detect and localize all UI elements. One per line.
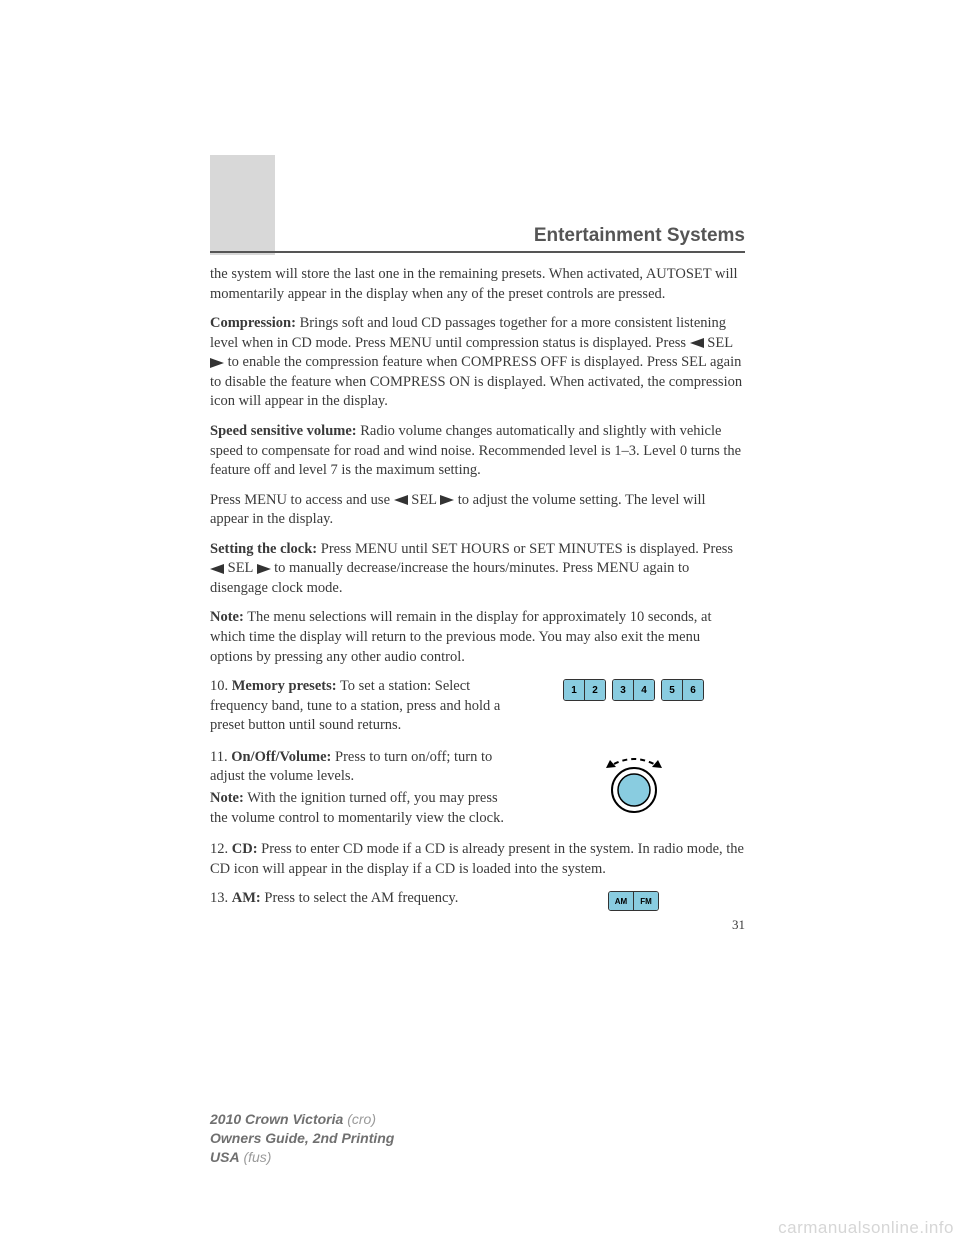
- item12-body: Press to enter CD mode if a CD is alread…: [210, 841, 744, 877]
- item13-num: 13.: [210, 890, 232, 906]
- footer-region-code: (fus): [240, 1149, 272, 1165]
- ssv-para: Speed sensitive volume: Radio volume cha…: [210, 422, 745, 481]
- am-button: AM: [609, 892, 633, 910]
- item13-body: Press to select the AM frequency.: [261, 890, 459, 906]
- item10-text: 10. Memory presets: To set a station: Se…: [210, 677, 510, 738]
- preset-4: 4: [633, 680, 654, 700]
- item13-label: AM:: [232, 890, 261, 906]
- volume-knob-graphic: [522, 748, 745, 830]
- body-text: the system will store the last one in th…: [210, 265, 745, 933]
- clock-sel: SEL: [224, 560, 257, 576]
- ssv-text2a: Press MENU to access and use: [210, 492, 394, 508]
- item12-para: 12. CD: Press to enter CD mode if a CD i…: [210, 840, 745, 879]
- preset-row: 1 2 3 4 5 6: [563, 679, 704, 701]
- item11-num: 11.: [210, 749, 231, 765]
- item13-text: 13. AM: Press to select the AM frequency…: [210, 889, 510, 911]
- preset-2: 2: [584, 680, 605, 700]
- clock-text-b: to manually decrease/increase the hours/…: [210, 560, 689, 596]
- item12-label: CD:: [232, 841, 258, 857]
- preset-1: 1: [564, 680, 584, 700]
- left-arrow-icon: [210, 564, 224, 574]
- right-arrow-icon: [257, 564, 271, 574]
- section-header: Entertainment Systems: [210, 225, 745, 247]
- watermark: carmanualsonline.info: [778, 1218, 954, 1238]
- amfm-group: AM FM: [608, 891, 659, 911]
- left-arrow-icon: [394, 495, 408, 505]
- intro-para: the system will store the last one in th…: [210, 265, 745, 304]
- item10-label: Memory presets:: [232, 678, 337, 694]
- clock-para: Setting the clock: Press MENU until SET …: [210, 540, 745, 599]
- preset-group-2: 3 4: [612, 679, 655, 701]
- preset-group-3: 5 6: [661, 679, 704, 701]
- page-content: Entertainment Systems the system will st…: [210, 155, 745, 933]
- right-arrow-icon: [440, 495, 454, 505]
- preset-group-1: 1 2: [563, 679, 606, 701]
- item13-row: 13. AM: Press to select the AM frequency…: [210, 889, 745, 911]
- volume-knob-icon: [594, 750, 674, 815]
- preset-6: 6: [682, 680, 703, 700]
- left-arrow-icon: [690, 338, 704, 348]
- item11-text: 11. On/Off/Volume: Press to turn on/off;…: [210, 748, 510, 830]
- item12-num: 12.: [210, 841, 232, 857]
- item11-label: On/Off/Volume:: [231, 749, 331, 765]
- note-label: Note:: [210, 609, 244, 625]
- compression-label: Compression:: [210, 315, 296, 331]
- header-rule: [210, 251, 745, 253]
- ssv-sel: SEL: [408, 492, 441, 508]
- fm-button: FM: [633, 892, 658, 910]
- item11-note-label: Note:: [210, 790, 244, 806]
- note-menu-para: Note: The menu selections will remain in…: [210, 608, 745, 667]
- footer-guide: Owners Guide, 2nd Printing: [210, 1130, 394, 1146]
- right-arrow-icon: [210, 358, 224, 368]
- item11-row: 11. On/Off/Volume: Press to turn on/off;…: [210, 748, 745, 830]
- page-number: 31: [210, 917, 745, 933]
- note-text: The menu selections will remain in the d…: [210, 609, 711, 664]
- footer-model-code: (cro): [343, 1111, 376, 1127]
- clock-label: Setting the clock:: [210, 541, 317, 557]
- ssv-para2: Press MENU to access and use SEL to adju…: [210, 491, 745, 530]
- preset-5: 5: [662, 680, 682, 700]
- amfm-graphic: AM FM: [522, 889, 745, 911]
- footer-model: 2010 Crown Victoria: [210, 1111, 343, 1127]
- compression-sel: SEL: [704, 335, 733, 351]
- item10-num: 10.: [210, 678, 232, 694]
- footer: 2010 Crown Victoria (cro) Owners Guide, …: [210, 1110, 394, 1167]
- item11-note-text: With the ignition turned off, you may pr…: [210, 790, 504, 826]
- clock-text-a: Press MENU until SET HOURS or SET MINUTE…: [317, 541, 733, 557]
- preset-3: 3: [613, 680, 633, 700]
- compression-para: Compression: Brings soft and loud CD pas…: [210, 314, 745, 412]
- item10-row: 10. Memory presets: To set a station: Se…: [210, 677, 745, 738]
- compression-text-b: to enable the compression feature when C…: [210, 354, 742, 409]
- ssv-label: Speed sensitive volume:: [210, 423, 357, 439]
- footer-region: USA: [210, 1149, 240, 1165]
- preset-graphic: 1 2 3 4 5 6: [522, 677, 745, 738]
